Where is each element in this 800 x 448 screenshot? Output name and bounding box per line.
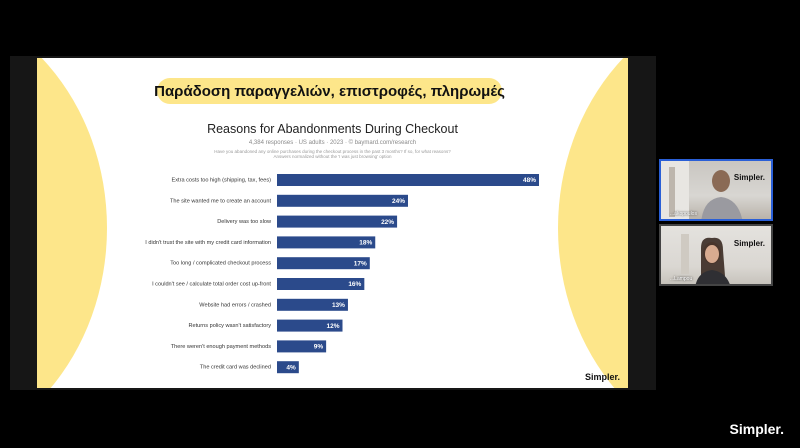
bar — [277, 236, 376, 249]
category-label: The credit card was declined — [200, 365, 271, 371]
bar — [277, 278, 365, 290]
presentation-slide: Παράδοση παραγγελιών, επιστροφές, πληρωμ… — [37, 58, 628, 388]
bar-value-label: 18% — [359, 240, 372, 247]
bar — [277, 215, 398, 228]
chart-note: Have you abandoned any online purchases … — [37, 149, 628, 159]
participant-name: ...akopoulos — [670, 211, 697, 217]
bar — [277, 298, 348, 311]
bar-value-label: 17% — [354, 260, 367, 267]
bar — [277, 257, 370, 270]
slide-brand-logo: Simpler. — [584, 372, 620, 382]
bar-value-label: 13% — [332, 302, 345, 309]
chart-title: Reasons for Abandonments During Checkout — [207, 122, 458, 136]
category-label: Extra costs too high (shipping, tax, fee… — [172, 178, 272, 184]
category-label: Delivery was too slow — [217, 219, 272, 225]
bar-value-label: 4% — [286, 364, 296, 371]
bar-value-label: 24% — [392, 198, 405, 205]
participant-brand: Simpler. — [733, 239, 765, 248]
bar — [277, 340, 327, 353]
participant-silhouette — [661, 161, 743, 219]
participant-video-1[interactable]: Simpler. ...akopoulos — [659, 159, 773, 221]
participant-brand: Simpler. — [733, 173, 765, 182]
category-label: There weren't enough payment methods — [171, 344, 271, 350]
category-label: Returns policy wasn't satisfactory — [188, 323, 271, 329]
chart-note-line-2: Answers normalized without the 'I was ju… — [273, 154, 392, 159]
category-label: Too long / complicated checkout process — [170, 261, 271, 267]
bar — [277, 194, 408, 207]
participant-name: ...Lampou — [670, 276, 693, 282]
bar-value-label: 22% — [381, 219, 394, 226]
chart-note-line-1: Have you abandoned any online purchases … — [214, 149, 451, 154]
bar-value-label: 16% — [348, 281, 361, 288]
bar — [277, 319, 343, 332]
slide-heading: Παράδοση παραγγελιών, επιστροφές, πληρωμ… — [154, 78, 505, 104]
category-label: I didn't trust the site with my credit c… — [145, 240, 271, 246]
bar-value-label: 48% — [523, 177, 536, 184]
bar — [277, 361, 299, 374]
participant-silhouette — [681, 234, 730, 284]
category-label: Website had errors / crashed — [199, 302, 271, 308]
category-label: The site wanted me to create an account — [170, 198, 272, 204]
footer-brand-logo: Simpler. — [729, 421, 784, 437]
bar-chart: Extra costs too high (shipping, tax, fee… — [145, 174, 539, 374]
bar — [277, 174, 539, 186]
bar-value-label: 12% — [326, 323, 339, 330]
participant-video-2[interactable]: Simpler. ...Lampou — [659, 224, 773, 286]
chart-meta: 4,384 responses · US adults · 2023 · © b… — [248, 140, 417, 146]
bar-value-label: 9% — [314, 344, 324, 351]
category-label: I couldn't see / calculate total order c… — [152, 282, 271, 288]
